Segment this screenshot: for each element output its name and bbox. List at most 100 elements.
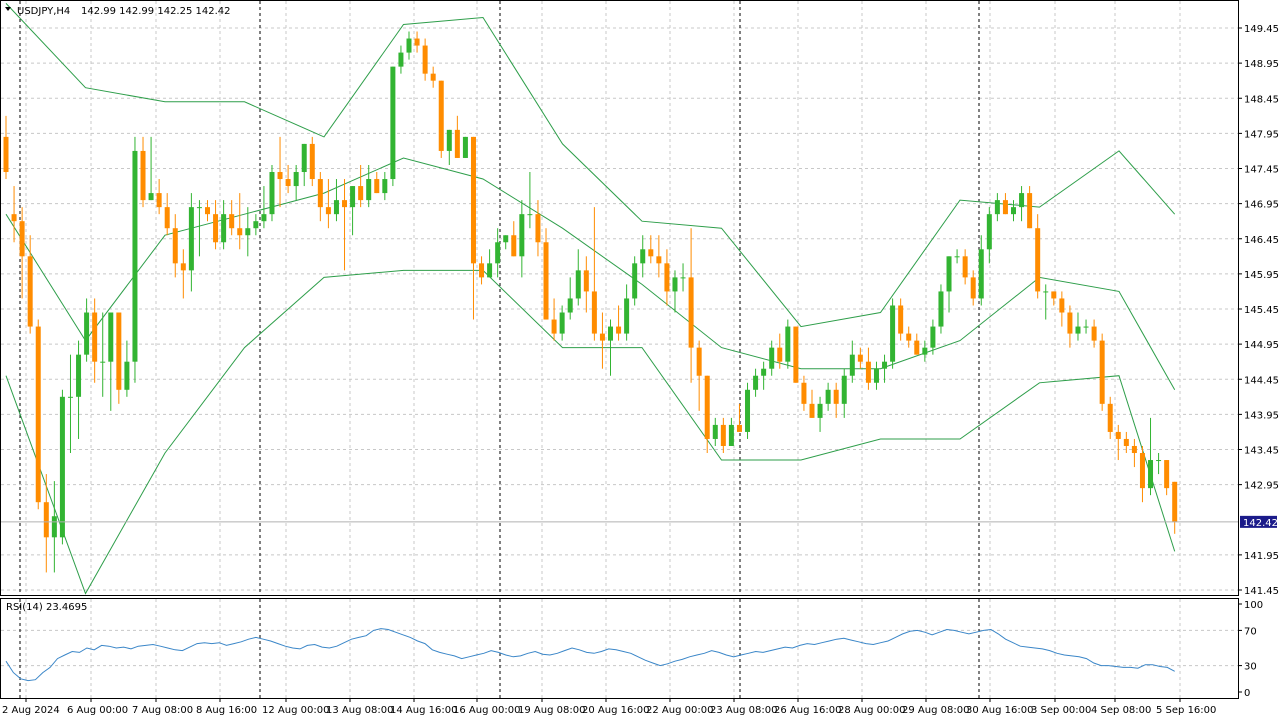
candle [317, 172, 323, 222]
candle-body [309, 143, 315, 180]
candle-body [67, 396, 73, 398]
candle-body [769, 347, 775, 369]
rsi-indicator [5, 628, 1175, 682]
candle-body [237, 228, 243, 236]
price-tick-label: 148.45 [1244, 94, 1279, 105]
candle-body [930, 326, 936, 348]
price-tick-label: 145.95 [1244, 270, 1279, 281]
candle [704, 375, 710, 454]
candle [1027, 186, 1033, 229]
chart-menu-triangle-icon[interactable] [5, 7, 11, 11]
candle [680, 263, 686, 292]
candle-body [1043, 291, 1049, 293]
candle-body [599, 333, 605, 341]
candle-body [1035, 228, 1041, 292]
price-tick-label: 141.95 [1244, 551, 1279, 562]
candle [769, 340, 775, 376]
candle-body [430, 73, 436, 81]
time-tick-label: 4 Sep 08:00 [1091, 705, 1151, 716]
candle [3, 115, 9, 180]
candle-body [696, 347, 702, 376]
rsi-tick-label: 100 [1244, 600, 1263, 611]
time-tick-label: 22 Aug 00:00 [646, 705, 713, 716]
time-tick-label: 28 Aug 00:00 [838, 705, 905, 716]
candle-body [873, 368, 879, 383]
candle [358, 164, 364, 208]
candle-body [688, 277, 694, 348]
time-axis: 2 Aug 2024 6 Aug 00:00 7 Aug 08:00 8 Aug 16… [2, 698, 1216, 716]
candle-body [559, 312, 565, 334]
candle-body [301, 143, 307, 173]
candle [342, 179, 348, 271]
candle-body [414, 38, 420, 46]
candle-body [1107, 403, 1113, 432]
candle [229, 200, 235, 236]
candle [132, 136, 138, 383]
candle [535, 200, 541, 257]
candle [1051, 291, 1057, 306]
candle-body [1051, 291, 1057, 299]
candle [672, 270, 678, 313]
candle-body [986, 214, 992, 250]
candle-body [1091, 326, 1097, 341]
candle [793, 326, 799, 383]
candle-body [51, 516, 57, 538]
candle [398, 45, 404, 74]
candle-body [898, 305, 904, 334]
candle [245, 207, 251, 257]
candle [1172, 481, 1178, 534]
candle [1115, 424, 1121, 461]
candle-body [664, 263, 670, 292]
candle [76, 340, 82, 439]
candle [761, 361, 767, 390]
candle-body [124, 361, 130, 390]
candle [277, 136, 283, 208]
candle [914, 333, 920, 355]
candle-body [914, 340, 920, 355]
candle-body [575, 270, 581, 299]
candle [1131, 438, 1137, 468]
candle-body [293, 172, 299, 187]
candle [801, 375, 807, 411]
candle [438, 80, 444, 158]
candle [205, 200, 210, 222]
candle [785, 319, 791, 369]
candle [156, 179, 162, 215]
candle [180, 249, 186, 299]
candle [422, 38, 428, 81]
candle [261, 186, 267, 229]
candle [67, 354, 73, 454]
candle-body [1148, 460, 1154, 489]
candle-body [229, 214, 235, 229]
candle-body [1075, 326, 1081, 334]
candle [366, 164, 372, 208]
candle [479, 256, 485, 285]
candle-body [350, 186, 356, 208]
price-tick-label: 149.45 [1244, 24, 1279, 35]
time-tick-label: 8 Aug 16:00 [196, 705, 257, 716]
candle-body [841, 375, 847, 404]
candle-body [753, 375, 759, 390]
current-price-label: 142.42 [1243, 518, 1278, 529]
time-tick-label: 20 Aug 16:00 [582, 705, 649, 716]
candle [712, 417, 718, 446]
candle [1123, 431, 1129, 454]
candle-body [785, 326, 791, 362]
candle-body [285, 179, 291, 187]
candle-body [76, 354, 82, 397]
candle [825, 382, 831, 411]
candle [890, 298, 896, 369]
candle-body [100, 361, 106, 363]
candle [19, 207, 25, 299]
candle [301, 143, 307, 187]
candle-body [454, 129, 460, 158]
candle [583, 256, 589, 313]
candle-body [736, 424, 742, 432]
candle [599, 312, 605, 369]
candle [930, 319, 936, 355]
candle [196, 200, 202, 257]
candle-body [366, 179, 372, 201]
candle [906, 326, 912, 348]
